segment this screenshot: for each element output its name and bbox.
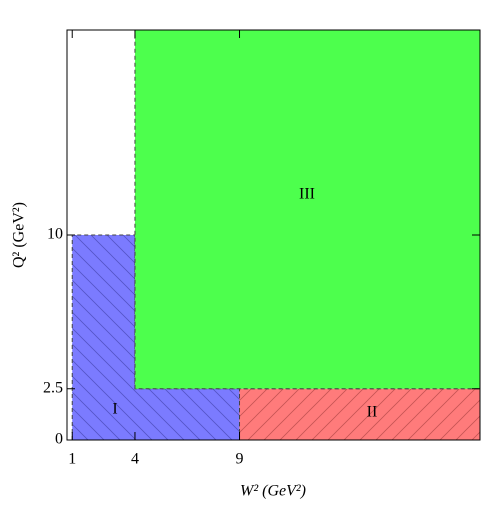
region-label: I bbox=[112, 401, 117, 418]
region-label: II bbox=[367, 404, 378, 421]
y-tick-label: 0 bbox=[55, 431, 63, 448]
region-hatch bbox=[239, 388, 480, 440]
x-axis-label: W² (GeV²) bbox=[240, 483, 306, 500]
x-tick-label: 9 bbox=[236, 451, 244, 468]
y-tick-label: 2.5 bbox=[43, 379, 63, 396]
y-axis-label: Q² (GeV²) bbox=[11, 202, 28, 268]
y-tick-label: 10 bbox=[47, 226, 63, 243]
region-label: III bbox=[299, 186, 315, 203]
x-tick-label: 1 bbox=[68, 451, 76, 468]
x-tick-label: 4 bbox=[131, 451, 139, 468]
regions bbox=[71, 29, 481, 441]
region bbox=[134, 30, 480, 389]
